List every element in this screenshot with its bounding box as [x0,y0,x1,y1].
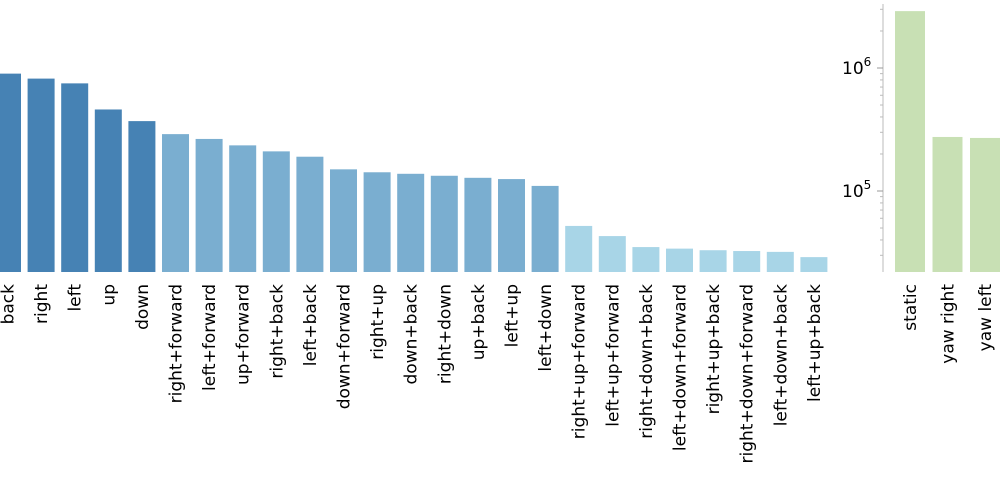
xtick-label: left+up+back [805,284,825,402]
bar-left-down-back [766,251,794,272]
xtick-label: right+down+back [637,284,657,439]
bar-right [27,78,55,273]
bar-left-back [296,156,324,272]
xtick-label: right+down [435,284,455,384]
xtick-label: left+up [503,284,523,347]
bar-left-up-forward [598,236,626,272]
xtick-label: right+forward [167,284,187,403]
bar-up [94,109,122,272]
xtick-label: left+up+forward [603,284,623,427]
ytick-label: 106 [842,55,871,79]
bar-left-forward [195,138,223,272]
xtick-label: right+back [267,284,287,379]
xtick-label: right+up [368,284,388,360]
bar-down-forward [330,169,357,272]
bar-right-back [262,151,290,272]
xtick-label: yaw left [976,284,996,352]
bar-left-up-back [800,257,828,272]
bar-yaw-left [970,137,1000,272]
xtick-label: left+down+back [771,284,791,426]
bar-down [128,121,156,272]
bar-down-back [397,173,425,272]
xtick-label: right [32,284,52,324]
xtick-label: down+forward [335,284,355,409]
xtick-label: up+forward [234,284,254,385]
right-panel: 106 105 static yaw right yaw left [842,4,1000,364]
bar-right-down-forward [733,251,761,272]
xtick-label: left+forward [200,284,220,391]
bar-right-down [430,175,458,272]
xtick-label: left+back [301,284,321,366]
xtick-label: left+down+forward [671,284,691,451]
xtick-label: yaw right [939,284,959,364]
bar-static [895,11,925,272]
bar-left [61,83,89,272]
xtick-label: static [901,284,921,331]
xtick-label: left+down [536,284,556,372]
xtick-label: down+back [402,284,422,385]
ytick-label: 105 [842,178,871,202]
bar-left-up [498,179,525,272]
xtick-label: right+up+back [704,284,724,415]
xtick-label: right+up+forward [570,284,590,439]
bar-right-forward [162,134,189,272]
bar-yaw-right [932,136,963,272]
xtick-label: up+back [469,284,489,360]
xtick-label: down [133,284,153,330]
bar-right-up [363,172,391,272]
left-panel: back right left up down right+forward left+for… [0,73,828,463]
xtick-label: right+down+forward [738,284,758,463]
bar-left-down-forward [666,248,693,272]
bar-up-back [464,177,492,272]
bar-back [0,73,21,272]
bar-left-down [531,185,559,272]
xtick-label: left [66,284,86,312]
bar-right-up-back [699,250,727,272]
bar-up-forward [229,145,257,272]
xtick-label: back [0,284,19,325]
bar-right-down-back [632,247,660,272]
bar-right-up-forward [565,225,593,272]
xtick-label: up [99,284,119,306]
